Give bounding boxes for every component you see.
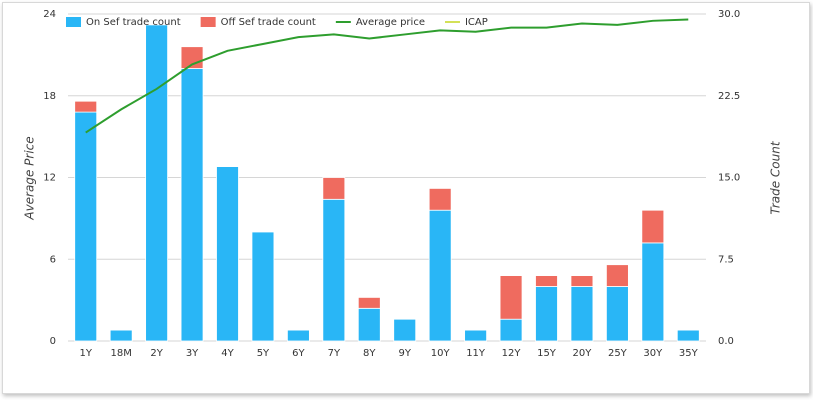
y-tick-label: 18 (43, 91, 56, 102)
y-tick-label: 12 (43, 173, 56, 184)
bar-segment (606, 286, 629, 342)
y2-tick-label: 22.5 (718, 91, 740, 102)
legend-label: Off Sef trade count (221, 17, 316, 28)
bar-segment (109, 329, 133, 342)
x-tick-label: 12Y (502, 348, 522, 359)
x-tick-label: 4Y (221, 348, 234, 359)
y-tick-label: 24 (43, 9, 56, 20)
x-tick-label: 15Y (537, 348, 557, 359)
legend-swatch (66, 17, 81, 27)
y2-axis-title: Trade Count (769, 140, 783, 214)
bar-segment (287, 329, 310, 342)
bar-segment (357, 307, 381, 342)
y2-tick-label: 15.0 (718, 173, 740, 184)
x-tick-label: 35Y (679, 348, 699, 359)
legend-label: ICAP (465, 17, 488, 28)
bar-segment (428, 209, 452, 342)
bar-segment (499, 275, 523, 320)
y2-tick-label: 7.5 (718, 254, 734, 265)
x-tick-label: 1Y (79, 348, 92, 359)
bar-segment (499, 318, 523, 342)
x-tick-label: 5Y (257, 348, 270, 359)
bar-segment (251, 231, 275, 342)
bar-segment (322, 198, 346, 342)
bar-segment (322, 177, 346, 200)
bar-segment (74, 111, 98, 342)
x-tick-label: 30Y (643, 348, 663, 359)
bar-segment (535, 286, 558, 342)
legend-label: On Sef trade count (86, 17, 181, 28)
bar-segment (180, 68, 204, 342)
bar-segment (145, 24, 168, 342)
legend-swatch (200, 17, 216, 27)
bar-segment (74, 100, 98, 113)
bar-segment (606, 264, 629, 287)
x-tick-label: 3Y (186, 348, 199, 359)
y2-tick-label: 30.0 (718, 9, 740, 20)
y-tick-label: 0 (50, 336, 56, 347)
bar-segment (393, 318, 417, 342)
y2-tick-label: 0.0 (718, 336, 734, 347)
x-tick-label: 25Y (608, 348, 628, 359)
y-tick-label: 6 (50, 254, 56, 265)
x-tick-label: 6Y (292, 348, 305, 359)
y-axis-title: Average Price (23, 136, 37, 220)
bar-segment (641, 242, 665, 342)
bar-segment (676, 329, 700, 342)
x-tick-label: 7Y (328, 348, 341, 359)
x-tick-label: 10Y (431, 348, 451, 359)
bar-segment (535, 275, 558, 287)
x-tick-label: 2Y (150, 348, 163, 359)
legend-label: Average price (356, 17, 425, 28)
x-tick-label: 20Y (573, 348, 593, 359)
line-series (85, 18, 689, 134)
x-tick-label: 18M (110, 348, 131, 359)
bar-segment (570, 286, 594, 342)
x-tick-label: 11Y (466, 348, 486, 359)
x-tick-label: 8Y (363, 348, 376, 359)
bar-segment (428, 187, 452, 211)
bar-segment (641, 209, 665, 244)
bar-segment (464, 329, 487, 342)
x-tick-label: 9Y (398, 348, 411, 359)
bar-segment (357, 296, 381, 309)
bar-segment (570, 275, 594, 287)
bar-segment (216, 166, 239, 342)
